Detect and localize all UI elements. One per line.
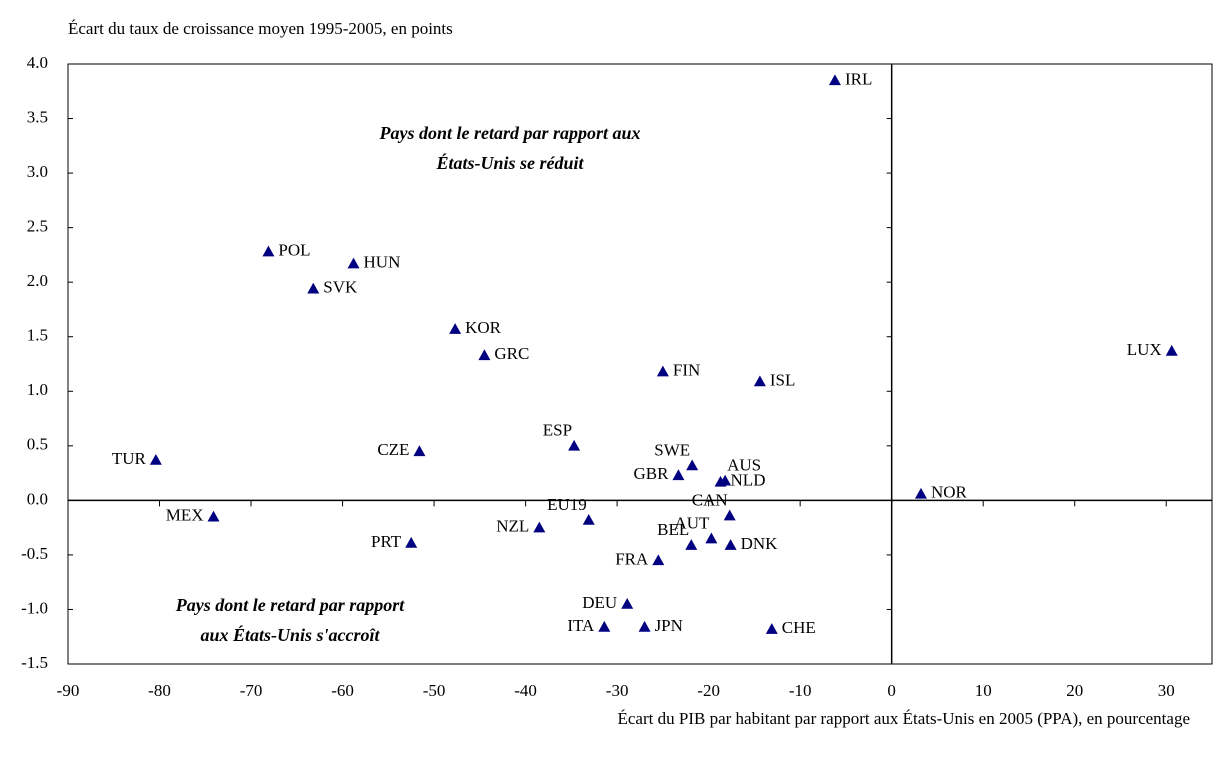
data-point	[533, 521, 546, 533]
point-label: DNK	[741, 534, 779, 553]
data-point	[307, 282, 320, 294]
y-tick-label: 4.0	[27, 53, 48, 72]
point-label: NZL	[496, 517, 529, 536]
x-tick-label: -30	[606, 681, 629, 700]
x-tick-label: 10	[975, 681, 992, 700]
point-label: NLD	[731, 471, 766, 490]
x-tick-label: -80	[148, 681, 171, 700]
data-point	[723, 509, 736, 521]
annotation: Pays dont le retard par rapport aux	[378, 123, 640, 143]
data-point	[149, 454, 162, 465]
point-label: FIN	[673, 361, 700, 380]
y-tick-label: 1.0	[27, 380, 48, 399]
data-point	[413, 445, 426, 457]
y-tick-label: 0.0	[27, 489, 48, 508]
point-label: KOR	[465, 318, 502, 337]
data-point	[262, 245, 275, 257]
point-label: MEX	[166, 506, 204, 525]
point-label: GRC	[494, 344, 529, 363]
point-label: CAN	[692, 491, 728, 510]
data-point	[765, 623, 778, 634]
point-label: JPN	[655, 616, 683, 635]
y-tick-label: -1.5	[21, 653, 48, 672]
data-point	[914, 487, 927, 499]
plot-frame	[67, 63, 1213, 665]
point-label: ISL	[770, 370, 796, 389]
annotation: États-Unis se réduit	[435, 152, 584, 173]
x-tick-label: -10	[789, 681, 812, 700]
point-label: POL	[278, 241, 310, 260]
y-tick-label: 3.5	[27, 107, 48, 126]
data-point	[207, 510, 220, 522]
y-tick-label: 2.5	[27, 217, 48, 236]
data-point	[672, 469, 685, 481]
point-label: IRL	[845, 69, 872, 88]
point-label: ITA	[567, 616, 595, 635]
data-point	[652, 554, 665, 566]
data-point	[405, 536, 418, 548]
y-tick-label: 3.0	[27, 162, 48, 181]
x-tick-label: -40	[514, 681, 537, 700]
data-point	[686, 459, 699, 471]
data-point	[449, 323, 462, 334]
y-axis-title: Écart du taux de croissance moyen 1995-2…	[68, 19, 453, 38]
point-label: ESP	[543, 421, 572, 440]
point-label: SWE	[654, 440, 690, 459]
point-label: DEU	[582, 593, 617, 612]
y-tick-label: -1.0	[21, 598, 48, 617]
data-point	[724, 539, 737, 550]
point-label: NOR	[931, 483, 968, 502]
point-label: BEL	[657, 520, 689, 539]
y-tick-label: 2.0	[27, 271, 48, 290]
data-point	[714, 475, 727, 487]
point-label: AUS	[727, 456, 761, 475]
point-label: CHE	[782, 618, 816, 637]
data-point	[568, 439, 581, 451]
data-point	[1165, 344, 1178, 356]
annotation: aux États-Unis s'accroît	[200, 624, 380, 645]
data-point	[828, 74, 841, 86]
x-tick-label: 0	[887, 681, 896, 700]
data-point	[685, 539, 698, 550]
data-point	[638, 620, 651, 632]
data-point	[656, 365, 669, 377]
point-label: HUN	[364, 253, 401, 272]
point-label: PRT	[371, 532, 402, 551]
x-tick-label: -50	[423, 681, 446, 700]
point-label: AUT	[674, 513, 710, 532]
data-point	[598, 620, 611, 632]
point-label: CZE	[377, 440, 409, 459]
data-point	[621, 598, 634, 609]
point-label: FRA	[615, 549, 649, 568]
data-point	[478, 349, 491, 361]
data-point	[753, 375, 766, 387]
point-label: EU19	[547, 495, 587, 514]
point-label: TUR	[112, 449, 147, 468]
data-point	[582, 514, 595, 525]
x-tick-label: -70	[240, 681, 263, 700]
y-tick-label: 0.5	[27, 435, 48, 454]
y-tick-label: -0.5	[21, 544, 48, 563]
point-label: SVK	[323, 278, 358, 297]
data-point	[347, 257, 360, 269]
point-label: LUX	[1127, 340, 1162, 359]
x-tick-label: 30	[1158, 681, 1175, 700]
y-tick-label: 1.5	[27, 326, 48, 345]
point-label: GBR	[633, 464, 669, 483]
x-tick-label: -90	[57, 681, 80, 700]
data-point	[705, 532, 718, 544]
annotation: Pays dont le retard par rapport	[175, 595, 406, 615]
x-axis-title: Écart du PIB par habitant par rapport au…	[618, 709, 1191, 728]
x-tick-label: -60	[331, 681, 354, 700]
x-tick-label: 20	[1066, 681, 1083, 700]
x-tick-label: -20	[697, 681, 720, 700]
